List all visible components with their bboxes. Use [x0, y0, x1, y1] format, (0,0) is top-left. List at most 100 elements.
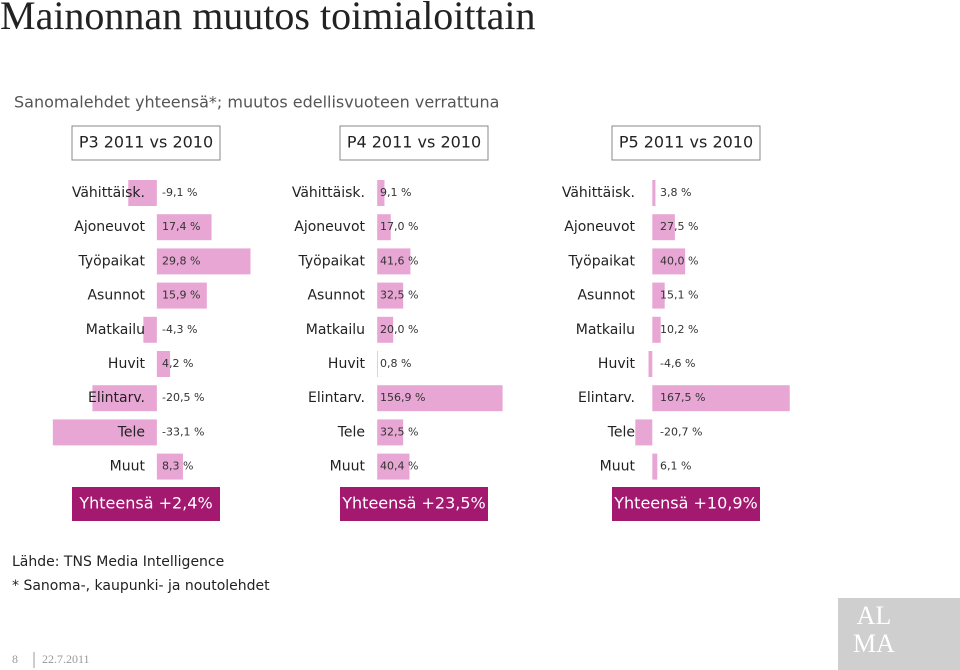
category-label: Elintarv.	[88, 390, 145, 406]
value-label: 6,1 %	[660, 460, 691, 473]
category-label: Matkailu	[86, 322, 145, 338]
title-box	[611, 125, 761, 161]
category-label: Vähittäisk.	[562, 185, 635, 201]
bar	[648, 351, 653, 377]
category-label: Huvit	[108, 356, 146, 372]
bar	[377, 248, 411, 275]
total-label: Yhteensä +23,5%	[341, 494, 485, 513]
category-label: Muut	[330, 459, 366, 475]
title-box	[339, 125, 489, 161]
value-label: 40,4 %	[380, 460, 418, 473]
value-label: 32,5 %	[380, 289, 418, 302]
value-label: 156,9 %	[380, 391, 425, 404]
category-label: Tele	[337, 424, 365, 440]
category-label: Ajoneuvot	[564, 219, 635, 235]
total-box	[612, 487, 760, 521]
chart-title: P3 2011 vs 2010	[79, 133, 213, 152]
bar	[92, 385, 157, 412]
bar	[156, 453, 183, 480]
category-label: Ajoneuvot	[74, 219, 145, 235]
category-label: Matkailu	[576, 322, 635, 338]
bar	[156, 282, 207, 309]
value-label: 4,2 %	[162, 357, 193, 370]
bar	[377, 316, 394, 343]
value-label: 15,9 %	[162, 289, 200, 302]
category-label: Elintarv.	[308, 390, 365, 406]
category-label: Asunnot	[307, 288, 365, 304]
logo-text: AL	[857, 601, 892, 630]
category-label: Muut	[600, 459, 636, 475]
value-label: 15,1 %	[660, 289, 698, 302]
bar	[652, 385, 790, 412]
value-label: 9,1 %	[380, 186, 411, 199]
value-label: -20,5 %	[162, 391, 204, 404]
value-label: 17,0 %	[380, 220, 418, 233]
subtitle: Sanomalehdet yhteensä*; muutos edellisvu…	[14, 93, 499, 112]
bar	[128, 180, 157, 206]
bar	[52, 419, 157, 446]
value-label: -20,7 %	[660, 425, 702, 438]
value-label: -4,3 %	[162, 323, 197, 336]
total-label: Yhteensä +2,4%	[78, 494, 212, 513]
category-label: Työpaikat	[567, 253, 635, 269]
value-label: -33,1 %	[162, 425, 204, 438]
bar	[377, 351, 378, 377]
total-box	[340, 487, 488, 521]
value-label: 167,5 %	[660, 391, 705, 404]
total-box	[72, 487, 220, 521]
bar	[652, 180, 656, 206]
bar	[377, 282, 404, 309]
value-label: -4,6 %	[660, 357, 695, 370]
bar	[156, 248, 251, 275]
footnote: * Sanoma-, kaupunki- ja noutolehdet	[12, 578, 270, 594]
bar	[156, 214, 212, 241]
value-label: 40,0 %	[660, 254, 698, 267]
value-label: 29,8 %	[162, 254, 200, 267]
total-label: Yhteensä +10,9%	[613, 494, 757, 513]
category-label: Huvit	[598, 356, 636, 372]
category-label: Ajoneuvot	[294, 219, 365, 235]
value-label: 17,4 %	[162, 220, 200, 233]
category-label: Tele	[117, 424, 145, 440]
category-label: Vähittäisk.	[72, 185, 145, 201]
value-label: -9,1 %	[162, 186, 197, 199]
bar	[652, 282, 665, 309]
value-label: 0,8 %	[380, 357, 411, 370]
category-label: Elintarv.	[578, 390, 635, 406]
category-label: Työpaikat	[297, 253, 365, 269]
bar	[143, 316, 157, 343]
value-label: 20,0 %	[380, 323, 418, 336]
bar	[652, 214, 675, 241]
logo-text: MA	[853, 629, 895, 658]
title-box	[71, 125, 221, 161]
source: Lähde: TNS Media Intelligence	[12, 554, 224, 570]
category-label: Tele	[607, 424, 635, 440]
value-label: 10,2 %	[660, 323, 698, 336]
bar	[652, 248, 686, 275]
value-label: 8,3 %	[162, 460, 193, 473]
value-label: 32,5 %	[380, 425, 418, 438]
chart-title: P4 2011 vs 2010	[347, 133, 481, 152]
category-label: Työpaikat	[77, 253, 145, 269]
page-number: 8	[12, 652, 18, 666]
category-label: Asunnot	[87, 288, 145, 304]
bar	[377, 419, 404, 446]
category-label: Vähittäisk.	[292, 185, 365, 201]
category-label: Matkailu	[306, 322, 365, 338]
category-label: Muut	[110, 459, 146, 475]
value-label: 41,6 %	[380, 254, 418, 267]
bar	[377, 385, 503, 412]
date: 22.7.2011	[42, 652, 90, 666]
bar	[652, 453, 658, 480]
chart-title: P5 2011 vs 2010	[619, 133, 753, 152]
bar	[377, 214, 391, 241]
slide-title: Mainonnan muutos toimialoittain	[0, 0, 536, 38]
value-label: 3,8 %	[660, 186, 691, 199]
category-label: Huvit	[328, 356, 366, 372]
bar	[156, 351, 171, 377]
bar	[652, 316, 661, 343]
bar	[377, 453, 410, 480]
bar	[635, 419, 653, 446]
logo-box	[838, 598, 960, 670]
